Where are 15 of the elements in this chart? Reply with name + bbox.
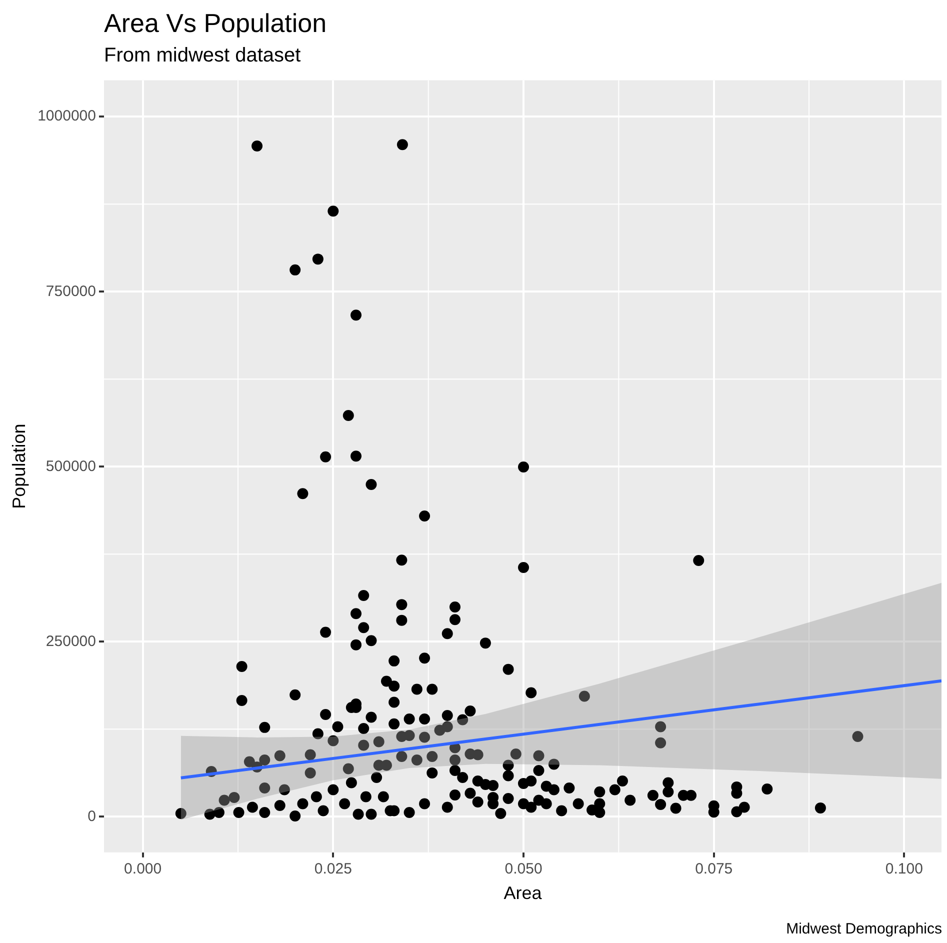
x-tick-label: 0.050 (504, 860, 542, 878)
x-tick-label: 0.075 (695, 860, 733, 878)
x-tick-label: 0.000 (124, 860, 162, 878)
y-axis-title: Population (8, 424, 29, 509)
y-tick-label: 0 (88, 808, 96, 825)
y-tick-label: 500000 (46, 458, 96, 475)
x-tick-label: 0.025 (314, 860, 352, 878)
y-tick-label: 1000000 (38, 108, 96, 125)
y-tick-label: 250000 (46, 632, 96, 650)
text: Midwest Demographics (786, 920, 942, 938)
x-tick-label: 0.100 (885, 860, 923, 878)
chart-subtitle: From midwest dataset (104, 44, 302, 67)
chart-title: Area Vs Population (104, 8, 327, 38)
y-tick-label: 750000 (46, 282, 96, 300)
x-axis-title: Area (504, 883, 543, 904)
